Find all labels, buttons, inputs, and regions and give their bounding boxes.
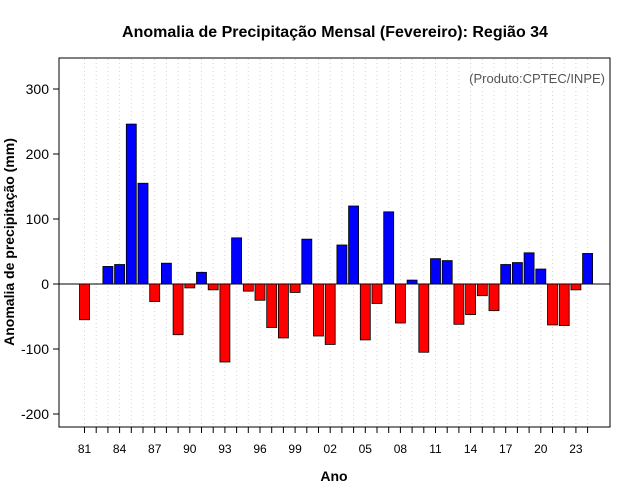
bar-2018: [512, 262, 523, 285]
bar-1995: [242, 283, 254, 292]
bar-2007: [383, 211, 395, 285]
x-tick-label: 99: [288, 442, 302, 456]
y-tick-label: 300: [26, 81, 50, 97]
bar-2021: [547, 283, 558, 326]
bar-2010: [418, 283, 430, 353]
bar-1998: [277, 283, 289, 339]
bar-1981: [79, 283, 90, 321]
bar-2013: [453, 283, 465, 325]
x-tick-label: 87: [148, 442, 162, 456]
bar-2016: [488, 283, 500, 312]
bar-2019: [523, 252, 535, 285]
bar-1992: [207, 283, 219, 291]
bar-2004: [348, 205, 360, 285]
y-tick-label: -100: [21, 341, 49, 357]
x-tick-label: 84: [113, 442, 127, 456]
bar-2011: [430, 258, 441, 285]
bar-1989: [172, 283, 184, 336]
x-tick-label: 23: [569, 442, 583, 456]
bar-2022: [558, 283, 570, 326]
bar-1987: [149, 283, 161, 302]
bar-1990: [184, 283, 196, 289]
x-axis: 81 84 87 90 93 96 99 02 05 08 11 14 17 20 23: [78, 427, 589, 456]
bar-2006: [371, 283, 383, 304]
x-tick-label: 08: [394, 442, 408, 456]
y-tick-label: 100: [26, 211, 50, 227]
y-tick-label: 0: [41, 276, 49, 292]
x-tick-label: 20: [534, 442, 548, 456]
chart-title: Anomalia de Precipitação Mensal (Feverei…: [122, 24, 548, 41]
x-tick-label: 96: [253, 442, 267, 456]
bar-1991: [196, 271, 207, 285]
bar-2014: [465, 283, 477, 315]
bar-1988: [160, 262, 172, 285]
bar-2002: [324, 283, 336, 345]
bar-1993: [219, 283, 231, 363]
bar-1983: [102, 266, 114, 285]
bar-2023: [570, 283, 582, 291]
bar-2024: [582, 253, 593, 285]
bar-2003: [336, 244, 348, 285]
bar-2000: [301, 238, 313, 285]
x-tick-label: 93: [218, 442, 232, 456]
y-axis-title: Anomalia de precipitação (mm): [1, 138, 17, 346]
bar-1985: [125, 123, 137, 285]
bar-1986: [137, 182, 149, 285]
y-axis: -200 -100 0 100 200 300: [21, 81, 59, 422]
y-tick-label: 200: [26, 146, 50, 162]
bar-1994: [231, 237, 243, 285]
y-tick-label: -200: [21, 406, 49, 422]
source-annotation: (Produto:CPTEC/INPE): [469, 71, 605, 86]
x-tick-label: 81: [78, 442, 92, 456]
bar-2017: [500, 264, 512, 285]
bar-2001: [313, 283, 324, 337]
bar-1997: [266, 283, 278, 328]
x-tick-label: 90: [183, 442, 197, 456]
bar-2015: [476, 283, 488, 297]
bar-2005: [359, 283, 371, 341]
x-tick-label: 11: [429, 442, 442, 456]
bar-1999: [289, 283, 301, 293]
bar-2012: [441, 260, 453, 285]
x-tick-label: 02: [324, 442, 338, 456]
x-tick-label: 14: [464, 442, 478, 456]
bar-1984: [114, 264, 125, 285]
bar-1996: [254, 283, 266, 301]
x-tick-label: 05: [359, 442, 373, 456]
bar-2009: [406, 279, 418, 285]
x-tick-label: 17: [499, 442, 513, 456]
grid-lines: [84, 59, 589, 426]
plot-frame: [58, 57, 611, 428]
bar-2020: [535, 268, 547, 285]
x-axis-title: Ano: [320, 468, 347, 484]
bar-2008: [394, 283, 406, 324]
bars: [79, 123, 593, 363]
